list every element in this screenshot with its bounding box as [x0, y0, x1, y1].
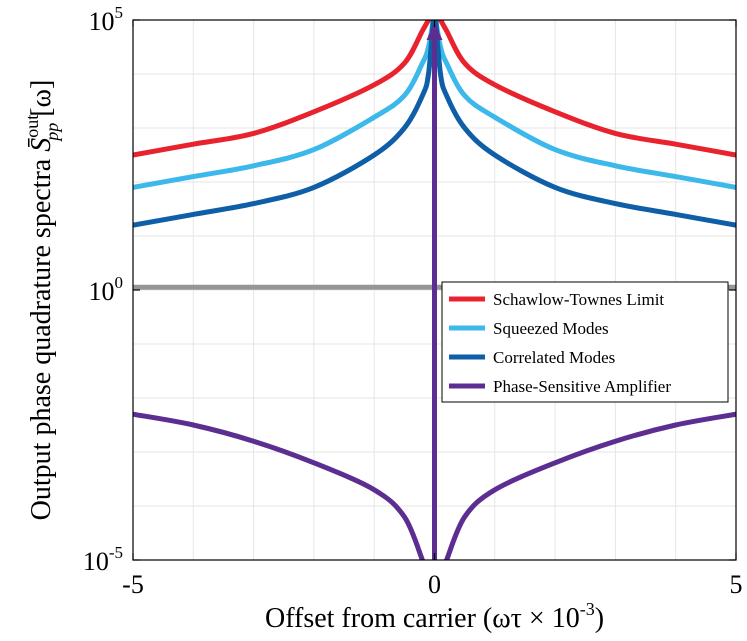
y-axis-label: Output phase quadrature spectra S̄outpp[…: [22, 80, 62, 521]
series-3-left: [133, 411, 425, 560]
legend: Schawlow-Townes Limit Squeezed Modes Corre…: [441, 281, 729, 403]
y-tick-label: 10-5: [83, 543, 123, 576]
y-tick-label: 100: [89, 273, 124, 306]
y-tick-label: 105: [89, 3, 124, 36]
legend-label: Schawlow-Townes Limit: [493, 290, 664, 309]
legend-label: Squeezed Modes: [493, 319, 609, 338]
series-lines: [133, 20, 736, 560]
x-tick-label: -5: [122, 570, 144, 599]
legend-label: Correlated Modes: [493, 348, 615, 367]
x-axis-label: Offset from carrier (ωτ × 10-3): [265, 599, 604, 634]
series-0-right: [438, 20, 736, 158]
series-3-right: [444, 411, 736, 560]
legend-label: Phase-Sensitive Amplifier: [493, 377, 671, 396]
series-2-left: [133, 20, 436, 228]
legend-box: [441, 281, 729, 403]
series-0-left: [133, 20, 431, 158]
x-tick-label: 0: [428, 570, 441, 599]
axes: -5 0 5 10-5 100 105: [83, 3, 743, 599]
series-1-left: [133, 20, 436, 190]
series-1-right: [433, 20, 736, 190]
series-2-right: [433, 20, 736, 228]
vertical-arrow-head: [426, 22, 443, 40]
axis-labels: Offset from carrier (ωτ × 10-3) Output ph…: [22, 80, 604, 634]
x-tick-label: 5: [730, 570, 743, 599]
